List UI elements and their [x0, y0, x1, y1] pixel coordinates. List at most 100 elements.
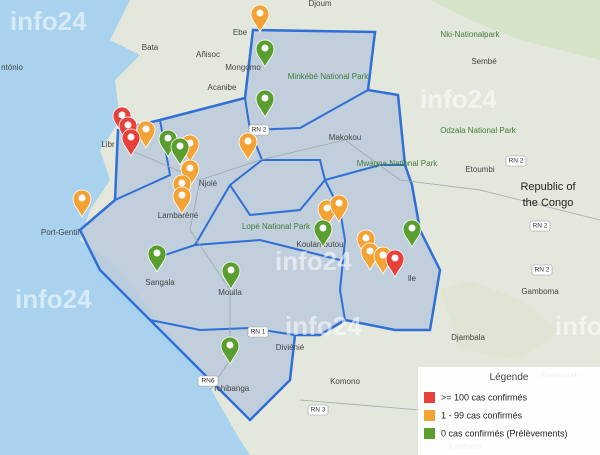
legend-swatch — [424, 392, 435, 403]
place-label: Etoumbi — [465, 165, 495, 174]
marker-icon — [153, 249, 161, 257]
marker-icon — [142, 125, 150, 133]
place-label: Njolé — [199, 179, 218, 188]
border — [194, 238, 341, 261]
marker-icon — [408, 224, 416, 232]
border — [244, 89, 369, 132]
place-label: ntónio — [1, 63, 23, 72]
road-label: RN 1 — [251, 329, 266, 336]
park-label: Lopé National Park — [242, 222, 311, 231]
marker — [385, 249, 405, 278]
marker — [72, 189, 92, 218]
marker-icon — [164, 134, 172, 142]
marker-icon — [323, 204, 331, 212]
place-label: Añisoc — [196, 50, 220, 59]
marker-icon — [256, 9, 264, 17]
road-badge — [531, 264, 553, 276]
marker-icon — [176, 142, 184, 150]
road-badge — [505, 155, 527, 167]
place-label: Sembé — [471, 57, 497, 66]
marker-icon — [391, 254, 399, 262]
border — [229, 179, 326, 217]
marker-icon — [379, 251, 387, 259]
place-label: Gamboma — [521, 287, 559, 296]
road-badge — [197, 375, 219, 387]
marker — [329, 194, 349, 223]
legend-label: 1 - 99 cas confirmés — [441, 410, 523, 420]
marker-icon — [244, 137, 252, 145]
country-label: the Congo — [523, 197, 574, 209]
place-label: Koulamoutou — [296, 240, 343, 249]
place-label: Mongomo — [225, 63, 261, 72]
place-label: Tchibanga — [213, 384, 250, 393]
park-label: Nki-Nationalpark — [440, 30, 500, 39]
place-label: Djambala — [451, 333, 485, 342]
road-label: RN 3 — [311, 407, 326, 414]
park-label: Minkébé National Park — [288, 72, 369, 81]
ocean — [0, 0, 250, 455]
marker — [238, 132, 258, 161]
legend-label: >= 100 cas confirmés — [441, 392, 528, 402]
province-borders — [114, 89, 405, 336]
road-label: RN6 — [201, 378, 214, 385]
marker-icon — [335, 199, 343, 207]
place-label: Bata — [142, 43, 159, 52]
road-badge — [248, 124, 270, 136]
road-badge — [307, 404, 329, 416]
markers — [72, 4, 422, 365]
road-badge — [247, 326, 269, 338]
place-label: Mouila — [218, 288, 242, 297]
watermark: info24 — [420, 84, 497, 114]
legend-swatch — [424, 428, 435, 439]
place-label: Diviénié — [276, 343, 305, 352]
road-line — [189, 179, 231, 391]
road-label: RN 2 — [535, 267, 550, 274]
road-label: RN 2 — [533, 223, 548, 230]
place-label: Ebe — [233, 28, 248, 37]
place-label: Djoum — [308, 0, 331, 8]
road-badge — [529, 220, 551, 232]
marker-icon — [362, 234, 370, 242]
legend-box — [418, 367, 600, 455]
marker — [172, 186, 192, 215]
marker-icon — [178, 191, 186, 199]
park-label: Odzala National Park — [440, 126, 517, 135]
marker — [255, 89, 275, 118]
watermark: info24 — [10, 6, 87, 36]
marker — [402, 219, 422, 248]
marker — [170, 137, 190, 166]
place-label: Makokou — [329, 133, 361, 142]
marker-icon — [178, 179, 186, 187]
park-label: Mwagna National Park — [357, 159, 438, 168]
road-label: RN 2 — [509, 158, 524, 165]
watermark: info24 — [555, 311, 600, 341]
legend-swatch — [424, 410, 435, 421]
place-label: Port-Gentil — [41, 228, 79, 237]
road-label: RN 2 — [252, 127, 267, 134]
border — [149, 319, 296, 336]
marker-icon — [261, 44, 269, 52]
legend-items: >= 100 cas confirmés 1 - 99 cas confirmés… — [424, 392, 568, 439]
marker-icon — [226, 341, 234, 349]
place-label: Lambaréné — [158, 211, 199, 220]
country-label: Republic of — [520, 181, 576, 193]
place-label: lle — [408, 274, 417, 283]
marker — [313, 219, 333, 248]
marker-icon — [78, 194, 86, 202]
marker — [121, 128, 141, 157]
place-label: Sangala — [145, 278, 175, 287]
marker-icon — [319, 224, 327, 232]
marker — [255, 39, 275, 68]
watermark: info24 — [285, 311, 362, 341]
marker — [147, 244, 167, 273]
marker — [220, 336, 240, 365]
marker-icon — [127, 133, 135, 141]
marker-icon — [124, 121, 132, 129]
marker-icon — [118, 111, 126, 119]
legend-title: Légende — [490, 372, 529, 383]
marker-icon — [261, 94, 269, 102]
marker-icon — [186, 164, 194, 172]
legend-label: 0 cas confirmés (Prélèvements) — [441, 428, 568, 438]
marker-icon — [366, 247, 374, 255]
